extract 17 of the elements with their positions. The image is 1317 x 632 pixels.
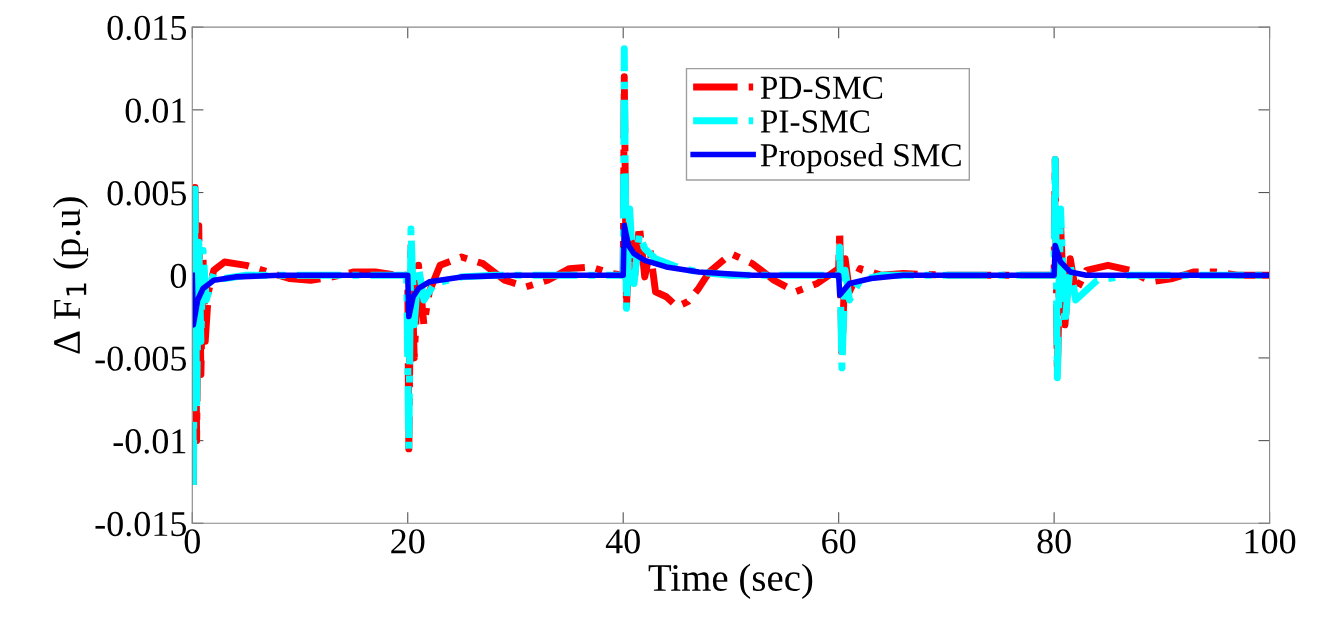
x-axis-title: Time (sec) — [648, 563, 813, 599]
y-tick-label: 0.015 — [107, 15, 187, 41]
x-tick-label: 80 — [1037, 529, 1071, 554]
y-tick-label: 0 — [170, 263, 187, 289]
legend-label: PI-SMC — [760, 110, 870, 133]
y-tick-label: 0.005 — [107, 181, 187, 206]
x-tick-label: 40 — [605, 529, 640, 554]
y-axis-title: Δ F$_{1}$ (p.u) — [52, 197, 89, 354]
x-tick-label: 20 — [391, 529, 425, 554]
x-tick-label: 100 — [1245, 529, 1296, 554]
y-tick-label: -0.015 — [95, 511, 187, 537]
y-tick-label: 0.01 — [125, 98, 186, 123]
legend-label: Proposed SMC — [760, 143, 961, 174]
x-tick-label: 60 — [822, 529, 856, 554]
y-tick-label: -0.005 — [95, 346, 187, 371]
legend-label: PD-SMC — [760, 76, 883, 99]
y-tick-label: -0.01 — [113, 429, 186, 454]
